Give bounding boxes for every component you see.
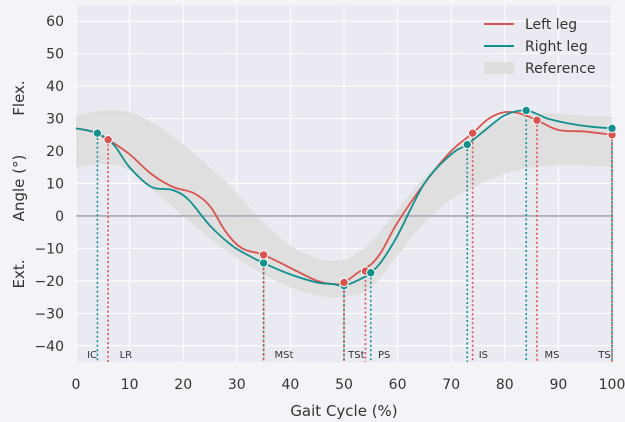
event-marker — [462, 139, 472, 150]
phase-label: IS — [479, 350, 488, 361]
event-marker — [467, 128, 478, 138]
x-tick-label: 30 — [228, 377, 246, 393]
phase-label: TS — [597, 350, 610, 361]
x-axis-title: Gait Cycle (%) — [290, 402, 397, 420]
event-marker — [103, 134, 113, 145]
y-axis-flex-label: Flex. — [10, 80, 28, 115]
x-tick-label: 80 — [496, 377, 514, 393]
event-marker — [339, 277, 349, 288]
phase-label: TSt — [347, 350, 364, 361]
phase-label: LR — [120, 350, 133, 361]
phase-label: PS — [378, 350, 390, 361]
event-marker — [607, 123, 617, 134]
event-marker — [366, 268, 376, 278]
legend-label: Right leg — [525, 39, 588, 55]
x-tick-label: 60 — [389, 377, 407, 393]
y-tick-label: 40 — [46, 79, 64, 95]
y-axis-title: Angle (°) — [10, 155, 28, 222]
event-marker — [258, 250, 269, 260]
event-marker — [258, 258, 269, 268]
phase-label: IC — [87, 350, 97, 361]
y-tick-label: 20 — [46, 144, 64, 160]
x-tick-label: 50 — [335, 377, 353, 393]
y-tick-label: −10 — [34, 241, 64, 257]
legend-swatch-reference — [484, 62, 514, 74]
y-tick-label: 60 — [46, 14, 64, 30]
event-marker — [92, 128, 103, 138]
reference-band — [76, 110, 612, 298]
y-tick-label: −20 — [34, 274, 64, 290]
y-tick-label: 50 — [46, 47, 64, 63]
x-tick-label: 90 — [549, 377, 567, 393]
x-tick-label: 40 — [281, 377, 299, 393]
y-tick-label: 30 — [46, 112, 64, 128]
event-marker — [532, 115, 542, 125]
phase-label: MS — [544, 350, 559, 361]
y-tick-label: −40 — [34, 339, 64, 355]
y-tick-label: −30 — [34, 306, 64, 322]
x-tick-label: 70 — [442, 377, 460, 393]
x-tick-label: 20 — [174, 377, 192, 393]
x-tick-label: 100 — [599, 377, 625, 393]
x-tick-label: 10 — [121, 377, 139, 393]
event-marker — [521, 105, 531, 116]
y-axis-ext-label: Ext. — [10, 259, 28, 288]
y-tick-label: 10 — [46, 177, 64, 193]
y-tick-label: 0 — [55, 209, 64, 225]
legend-label: Reference — [525, 61, 596, 77]
legend-label: Left leg — [525, 17, 577, 33]
x-tick-label: 0 — [72, 377, 81, 393]
phase-label: MSt — [275, 350, 294, 361]
